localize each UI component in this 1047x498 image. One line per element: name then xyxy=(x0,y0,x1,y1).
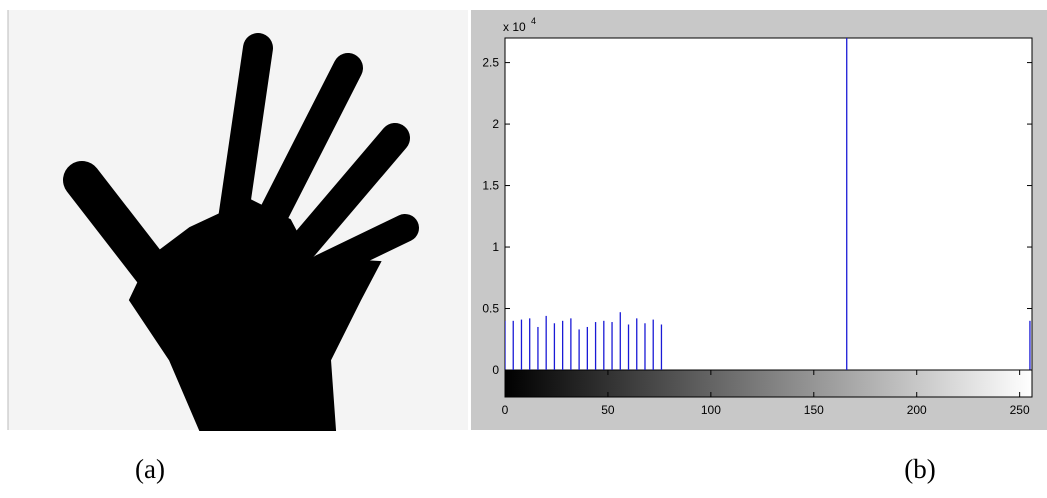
y-tick-label: 0.5 xyxy=(482,302,499,316)
x-tick-label: 50 xyxy=(601,403,615,417)
figure: x 10 4 (a) (b) 0 0.5 1 1.5 2 2.5 0 50 100 150 200 2… xyxy=(0,0,1047,493)
y-multiplier: x 10 xyxy=(503,20,526,34)
x-tick-label: 0 xyxy=(502,403,509,417)
x-tick-label: 100 xyxy=(701,403,721,417)
caption: (a) xyxy=(135,454,165,484)
colorbar xyxy=(505,370,1032,397)
y-tick-label: 2.5 xyxy=(482,56,499,70)
page: {"captions": {"left": "(a)", "right": "(… xyxy=(0,0,1047,498)
y-tick-label: 2 xyxy=(492,117,499,131)
x-tick-label: 250 xyxy=(1010,403,1030,417)
caption: (b) xyxy=(904,454,935,484)
x-tick-label: 200 xyxy=(907,403,927,417)
y-exponent: 4 xyxy=(531,16,536,26)
hand-image xyxy=(8,10,468,430)
y-tick-label: 1 xyxy=(492,240,499,254)
y-tick-label: 1.5 xyxy=(482,179,499,193)
plot-area xyxy=(505,38,1032,370)
y-tick-label: 0 xyxy=(492,363,499,377)
x-tick-label: 150 xyxy=(804,403,824,417)
